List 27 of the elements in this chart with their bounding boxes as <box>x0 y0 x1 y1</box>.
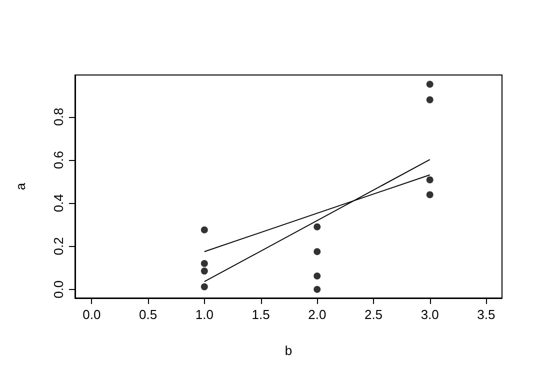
y-tick-label: 0.6 <box>51 150 66 170</box>
point <box>426 80 434 88</box>
point <box>314 272 321 280</box>
x-tick-label: 3.0 <box>420 307 439 322</box>
point <box>200 268 208 275</box>
x-tick-label: 2.5 <box>364 307 383 322</box>
x-tick-label: 0.0 <box>82 307 101 322</box>
x-tick-label: 1.0 <box>195 307 214 322</box>
point <box>314 223 321 230</box>
point <box>426 191 434 198</box>
point <box>314 248 321 256</box>
point <box>426 96 434 104</box>
x-axis-title: b <box>284 343 292 358</box>
y-tick-label: 0.0 <box>51 280 66 298</box>
x-tick-label: 3.5 <box>477 307 496 322</box>
y-tick-label: 0.8 <box>51 108 66 126</box>
point <box>200 260 208 267</box>
point <box>200 226 208 234</box>
point <box>200 283 208 290</box>
x-tick-label: 0.5 <box>139 307 158 322</box>
y-axis-title: a <box>13 182 28 190</box>
y-tick-label: 0.4 <box>51 194 66 212</box>
y-tick-label: 0.2 <box>51 237 66 256</box>
point <box>426 176 434 184</box>
x-tick-label: 1.5 <box>252 307 270 322</box>
x-tick-label: 2.0 <box>308 307 326 322</box>
point <box>314 286 321 293</box>
